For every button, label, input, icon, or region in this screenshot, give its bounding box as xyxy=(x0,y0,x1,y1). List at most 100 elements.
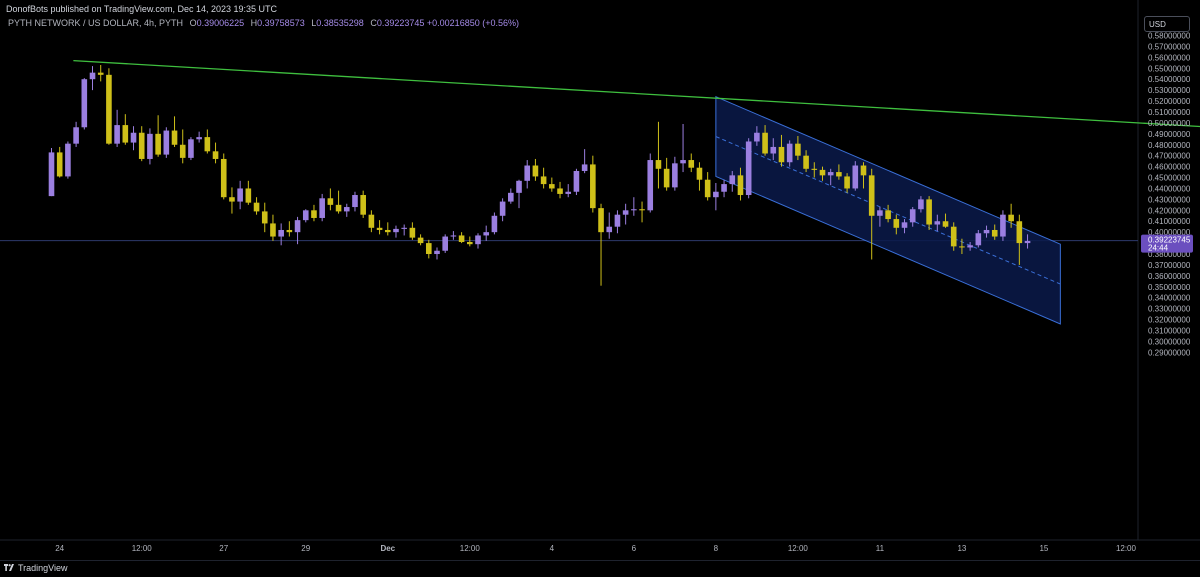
candle xyxy=(114,109,120,147)
candle xyxy=(606,212,613,239)
candle xyxy=(1016,214,1023,265)
candle-body xyxy=(606,226,613,233)
candle-body xyxy=(655,160,662,169)
candle xyxy=(516,179,522,209)
candle xyxy=(803,150,809,173)
candle xyxy=(425,239,432,259)
x-tick-label: 12:00 xyxy=(460,544,481,553)
candle-body xyxy=(327,198,334,205)
candle-body xyxy=(401,227,407,229)
candle xyxy=(491,212,498,235)
candle-body xyxy=(81,79,88,128)
candle-body xyxy=(97,72,104,75)
candle xyxy=(352,191,358,212)
y-tick-label: 0.55000000 xyxy=(1148,64,1191,73)
y-tick-label: 0.42000000 xyxy=(1148,206,1191,215)
candle-body xyxy=(959,246,965,248)
candle-body xyxy=(516,180,522,193)
candle xyxy=(245,180,252,205)
candle-body xyxy=(614,214,621,227)
candle-body xyxy=(253,202,260,212)
currency-button[interactable]: USD xyxy=(1144,16,1190,32)
candle xyxy=(901,219,908,234)
y-tick-label: 0.54000000 xyxy=(1148,75,1191,84)
candle xyxy=(65,141,71,179)
candle-body xyxy=(130,132,137,143)
candle-body xyxy=(114,125,120,144)
low-label: L xyxy=(311,18,317,28)
y-tick-label: 0.38000000 xyxy=(1148,250,1191,259)
candle xyxy=(196,131,202,143)
y-tick-label: 0.45000000 xyxy=(1148,174,1191,183)
candle xyxy=(647,153,654,213)
candle xyxy=(836,164,842,180)
candle-body xyxy=(56,152,63,177)
published-by-text: DonofBots published on TradingView.com, … xyxy=(6,4,277,14)
candle xyxy=(549,177,555,192)
candle-body xyxy=(220,158,227,198)
price-axis[interactable] xyxy=(0,0,1200,541)
candle-body xyxy=(786,143,793,163)
candle-body xyxy=(688,160,695,168)
tradingview-brand[interactable]: TradingView xyxy=(18,563,68,573)
y-tick-label: 0.40000000 xyxy=(1148,228,1191,237)
candle-body xyxy=(1024,240,1031,244)
tradingview-logo-icon[interactable] xyxy=(4,564,14,573)
candle-body xyxy=(384,229,391,233)
candle-body xyxy=(475,235,481,245)
candle-body xyxy=(73,127,79,144)
candle-body xyxy=(442,236,448,251)
candle-body xyxy=(278,229,284,237)
y-tick-label: 0.30000000 xyxy=(1148,337,1191,346)
candle-body xyxy=(778,146,785,163)
candle-body xyxy=(393,228,399,233)
candle-body xyxy=(376,227,383,230)
footer: TradingView xyxy=(0,560,1200,577)
y-tick-label: 0.56000000 xyxy=(1148,53,1191,62)
trendline[interactable] xyxy=(73,59,1200,130)
candle xyxy=(770,138,777,161)
candle-body xyxy=(918,199,924,210)
candle xyxy=(795,136,801,161)
candle-body xyxy=(631,209,637,211)
candle xyxy=(499,198,506,222)
candle xyxy=(212,142,219,164)
candle-body xyxy=(836,172,842,177)
candle xyxy=(130,126,137,151)
candle-body xyxy=(335,204,342,212)
candle xyxy=(204,129,211,154)
candle-body xyxy=(179,144,186,158)
candle xyxy=(540,167,547,189)
candle-body xyxy=(762,132,768,154)
candle xyxy=(860,162,867,189)
candle-body xyxy=(967,245,973,248)
candle xyxy=(360,190,366,218)
candle xyxy=(991,224,998,240)
candle xyxy=(975,229,982,248)
candle xyxy=(48,148,55,197)
candle-body xyxy=(343,207,350,212)
candle xyxy=(819,166,826,181)
price-tag-countdown: 24:44 xyxy=(1148,244,1169,253)
y-tick-label: 0.44000000 xyxy=(1148,184,1191,193)
candle-body xyxy=(991,229,998,237)
candle xyxy=(868,168,875,260)
candle xyxy=(590,155,596,213)
y-tick-label: 0.52000000 xyxy=(1148,97,1191,106)
candle-body xyxy=(877,210,883,216)
candle-body xyxy=(352,195,358,208)
candle-body xyxy=(467,242,473,245)
price-tag-bg xyxy=(1141,234,1193,253)
y-tick-label: 0.48000000 xyxy=(1148,141,1191,150)
candle-body xyxy=(499,201,506,216)
candle-body xyxy=(229,197,235,202)
candle-body xyxy=(1016,221,1023,244)
x-tick-label: 12:00 xyxy=(1116,544,1137,553)
y-tick-label: 0.37000000 xyxy=(1148,261,1191,270)
candle-body xyxy=(647,160,654,211)
candle-body xyxy=(1008,214,1014,222)
candle-body xyxy=(770,146,777,154)
candle xyxy=(450,231,457,240)
